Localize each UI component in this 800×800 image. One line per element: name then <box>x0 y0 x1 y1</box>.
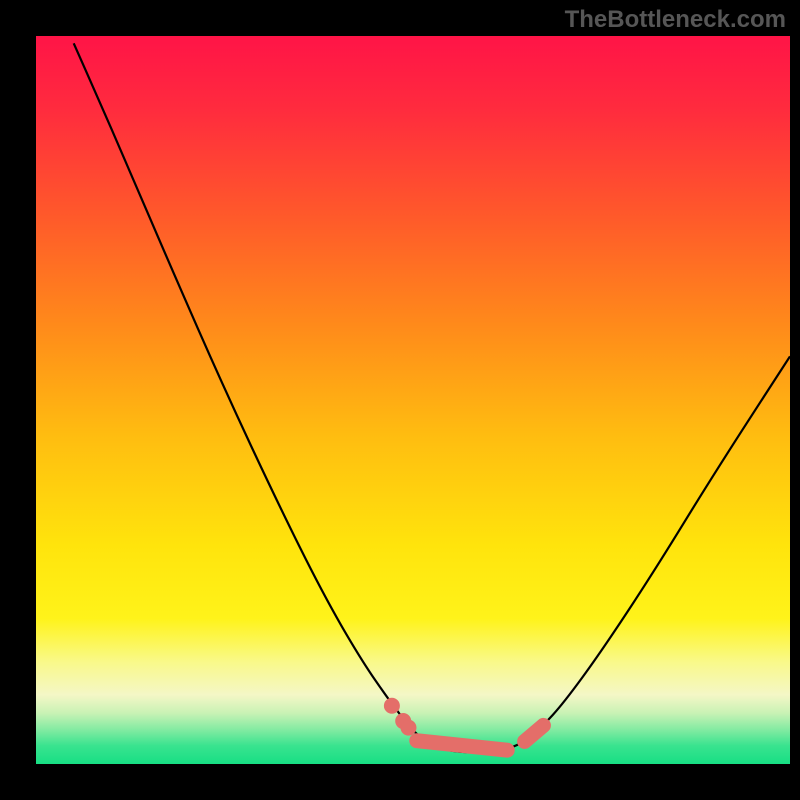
plot-area <box>36 36 790 764</box>
chart-frame: TheBottleneck.com <box>0 0 800 800</box>
chart-svg <box>0 0 800 800</box>
watermark-text: TheBottleneck.com <box>565 6 786 34</box>
marker-dot-0 <box>384 698 399 713</box>
highlight-segment-1 <box>417 741 507 750</box>
marker-dot-2 <box>401 720 416 735</box>
